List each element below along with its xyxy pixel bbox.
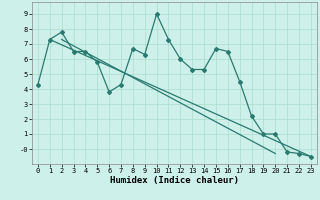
X-axis label: Humidex (Indice chaleur): Humidex (Indice chaleur) — [110, 176, 239, 185]
